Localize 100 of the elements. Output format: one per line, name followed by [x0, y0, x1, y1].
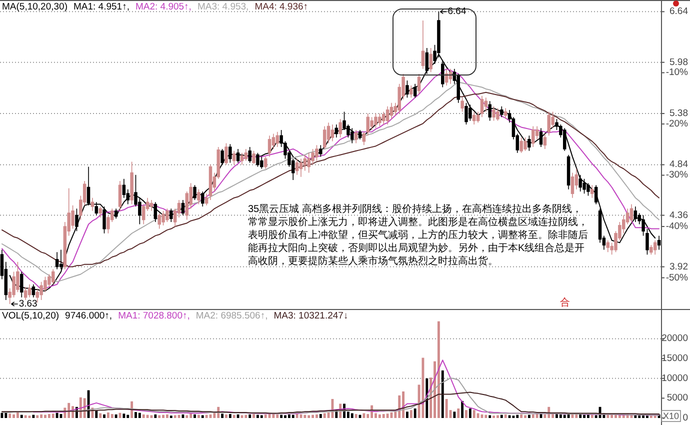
bar — [406, 412, 408, 418]
candlestick — [130, 161, 134, 205]
y-tick-label: 10000 — [662, 372, 688, 384]
candlestick — [468, 104, 472, 122]
candlestick — [158, 212, 161, 230]
candlestick — [472, 111, 476, 125]
annotation: 3.63 — [18, 298, 38, 310]
candlestick — [504, 108, 508, 120]
bar — [36, 415, 39, 418]
bar — [48, 414, 50, 418]
bar — [44, 414, 46, 418]
bar — [280, 414, 283, 418]
bar — [276, 414, 279, 418]
bar — [138, 412, 141, 418]
bar — [563, 414, 566, 418]
candlestick — [315, 144, 318, 162]
candlestick — [657, 235, 661, 250]
candlestick — [90, 197, 94, 212]
candlestick — [539, 128, 543, 148]
bar — [174, 415, 176, 418]
bar — [8, 414, 12, 418]
text: 9746.000↑, — [65, 310, 112, 322]
candlestick — [322, 126, 326, 150]
bar — [260, 415, 263, 418]
candlestick — [566, 154, 570, 190]
bar — [316, 414, 318, 418]
candlestick — [181, 200, 185, 216]
candlestick — [594, 184, 598, 205]
bar — [221, 414, 224, 418]
bar — [437, 321, 440, 418]
y2-tick-label: -10% — [666, 67, 689, 78]
legend-title: VOL(5,10,20) — [2, 310, 60, 322]
bar — [162, 414, 164, 418]
bar — [248, 414, 252, 418]
bar — [256, 414, 259, 418]
bar — [52, 414, 54, 418]
candlestick — [590, 184, 594, 198]
bar — [236, 414, 240, 418]
candlestick — [413, 83, 417, 98]
bar — [264, 414, 267, 418]
bar — [528, 414, 530, 418]
annotation: 35黑云压城 高档多根并列阴线：股价持续上扬，在高档连续拉出多条阴线，常常显示股价上涨无力，即将进入调整。此图形是在高位横盘区域连拉阴线，表明股价虽有上冲欲望，但买气减弱，上方的压力较大，调整将至。除非随后能再拉大阳向上突破，否则即以出局观望为妙。另外，由于本K线组合总是开高收阴，更要提防某些人乘市场气氛热烈之时拉高出货。 — [248, 203, 588, 267]
candlestick — [102, 206, 106, 234]
text: MA2: 4.905↑, — [135, 2, 192, 12]
bar — [232, 414, 236, 418]
candlestick — [606, 240, 610, 253]
bar — [284, 415, 286, 418]
bar — [114, 414, 118, 418]
candlestick — [228, 144, 232, 164]
bar — [556, 414, 558, 418]
candlestick — [578, 174, 582, 192]
candlestick — [358, 130, 362, 140]
candlestick — [260, 156, 264, 170]
candlestick — [653, 240, 657, 255]
y2-tick-label: -40% — [666, 220, 689, 232]
candlestick — [378, 113, 382, 127]
candlestick — [520, 137, 523, 154]
bar — [532, 414, 534, 418]
bar — [319, 414, 322, 418]
candlestick — [236, 148, 240, 164]
candlestick — [586, 182, 590, 196]
candlestick — [264, 156, 268, 170]
candlestick — [500, 106, 504, 118]
bar — [461, 400, 464, 418]
text: MA2: 6985.506↑, — [196, 310, 268, 322]
candlestick — [94, 202, 98, 216]
bar — [103, 414, 106, 418]
bar — [244, 414, 248, 418]
bar — [158, 415, 161, 418]
text: MA1: 4.951↑, — [73, 2, 130, 12]
bar — [0, 412, 4, 418]
candlestick — [410, 85, 413, 98]
bar — [382, 414, 385, 418]
candlestick — [268, 135, 272, 158]
candlestick — [220, 148, 224, 166]
bar — [154, 414, 157, 418]
bar — [99, 413, 102, 418]
bar — [441, 370, 444, 418]
y-tick-label: 5.98 — [670, 56, 688, 68]
y2-tick-label: -50% — [666, 272, 689, 284]
bar — [190, 413, 192, 418]
bar — [20, 414, 23, 418]
bar — [56, 412, 58, 418]
text: MA4: 4.936↑ — [254, 2, 308, 12]
bar — [304, 414, 306, 418]
bar — [468, 408, 472, 418]
bar — [32, 414, 35, 418]
candlestick — [276, 131, 280, 148]
candlestick — [24, 286, 28, 300]
candlestick — [532, 126, 535, 148]
bar — [12, 414, 15, 418]
bar — [488, 415, 492, 418]
candlestick — [330, 124, 334, 142]
bar — [40, 414, 43, 418]
bar — [378, 414, 381, 418]
candlestick — [630, 204, 634, 222]
candlestick — [464, 102, 468, 125]
candlestick — [354, 130, 358, 144]
candlestick — [406, 80, 409, 98]
bar — [453, 412, 456, 418]
